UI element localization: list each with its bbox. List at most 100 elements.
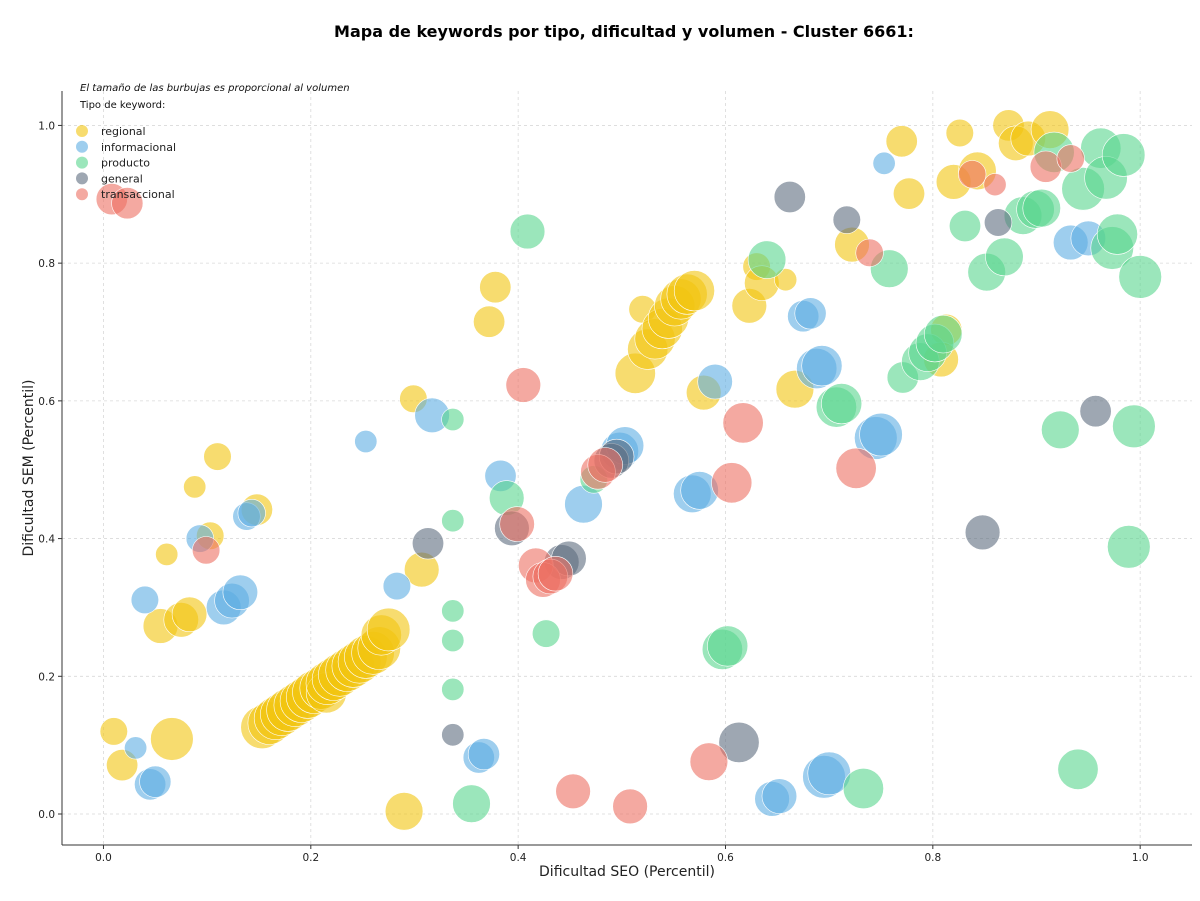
- bubble-transaccional: [1056, 144, 1085, 173]
- bubble-producto: [441, 628, 465, 652]
- bubble-producto: [1022, 188, 1061, 228]
- y-tick-label: 0.4: [38, 534, 55, 546]
- bubble-regional: [366, 607, 411, 652]
- bubble-informacional: [801, 345, 843, 387]
- bubble-regional: [673, 270, 715, 312]
- bubble-informacional: [761, 778, 798, 814]
- bubble-general: [964, 514, 1001, 551]
- bubble-informacional: [130, 585, 159, 615]
- bubble-regional: [384, 792, 424, 831]
- bubble-regional: [183, 475, 207, 499]
- bubble-producto: [985, 237, 1024, 277]
- bubble-informacional: [124, 736, 148, 760]
- bubble-producto: [1096, 213, 1138, 255]
- legend-marker: [76, 172, 88, 185]
- bubble-producto: [441, 599, 465, 623]
- bubble-informacional: [697, 363, 733, 400]
- y-tick-label: 0.0: [38, 809, 55, 821]
- x-tick-label: 0.8: [924, 852, 941, 864]
- bubble-transaccional: [958, 160, 987, 189]
- legend-label: producto: [101, 157, 150, 170]
- bubble-general: [983, 208, 1013, 237]
- bubble-informacional: [139, 765, 172, 798]
- bubble-regional: [155, 542, 179, 566]
- legend-title: Tipo de keyword:: [79, 100, 165, 111]
- bubble-producto: [821, 383, 863, 425]
- bubble-transaccional: [505, 367, 541, 403]
- bubble-producto: [1057, 748, 1099, 790]
- bubble-producto: [1101, 133, 1146, 177]
- bubble-transaccional: [499, 506, 535, 542]
- bubble-transaccional: [835, 447, 877, 489]
- bubble-producto: [452, 784, 491, 823]
- legend-marker: [76, 156, 88, 169]
- bubble-regional: [203, 442, 232, 471]
- bubble-transaccional: [689, 742, 729, 781]
- bubble-regional: [150, 717, 194, 761]
- bubble-regional: [479, 271, 512, 304]
- bubble-producto: [948, 210, 981, 243]
- bubble-size-note: El tamaño de las burbujas es proporciona…: [80, 83, 350, 94]
- bubble-regional: [885, 125, 918, 158]
- bubble-layer: [95, 109, 1162, 831]
- bubble-producto: [1112, 404, 1156, 448]
- legend-item-producto: producto: [76, 156, 150, 170]
- bubble-producto: [747, 240, 787, 279]
- legend-marker: [76, 125, 88, 137]
- x-tick-label: 0.0: [95, 852, 112, 864]
- legend-marker: [76, 140, 88, 153]
- bubble-transaccional: [983, 173, 1007, 197]
- bubble-informacional: [467, 738, 500, 771]
- x-tick-label: 0.4: [510, 852, 527, 864]
- x-tick-label: 0.6: [717, 852, 734, 864]
- bubble-regional: [945, 118, 974, 148]
- x-axis-ticks: 0.0 0.2 0.4 0.6 0.8 1.0: [95, 845, 1149, 864]
- bubble-transaccional: [711, 462, 753, 504]
- bubble-transaccional: [111, 187, 144, 220]
- bubble-transaccional: [587, 447, 623, 483]
- bubble-transaccional: [722, 402, 764, 444]
- bubble-producto: [1107, 525, 1151, 569]
- legend-item-transaccional: transaccional: [76, 188, 175, 201]
- bubble-informacional: [382, 571, 412, 601]
- bubble-regional: [171, 596, 208, 632]
- bubble-informacional: [872, 151, 896, 175]
- bubble-general: [718, 721, 760, 763]
- y-tick-label: 1.0: [38, 120, 55, 132]
- x-tick-label: 0.2: [302, 852, 319, 864]
- legend-item-general: general: [76, 172, 143, 185]
- y-axis-label: Dificultad SEM (Percentil): [21, 380, 37, 557]
- bubble-regional: [892, 177, 925, 210]
- legend-label: informacional: [101, 141, 176, 154]
- legend: regional informacional producto general tran…: [76, 125, 176, 201]
- bubble-transaccional: [1029, 150, 1062, 183]
- bubble-producto: [1118, 255, 1162, 299]
- bubble-informacional: [794, 297, 827, 330]
- bubble-producto: [509, 213, 546, 250]
- legend-label: regional: [101, 125, 146, 138]
- bubble-regional: [99, 717, 128, 746]
- bubble-transaccional: [192, 536, 221, 565]
- axes: [61, 91, 1192, 846]
- bubble-transaccional: [855, 238, 884, 267]
- bubble-producto: [1041, 410, 1080, 449]
- bubble-general: [832, 205, 861, 234]
- legend-label: general: [101, 172, 143, 185]
- chart-title: Mapa de keywords por tipo, dificultad y …: [334, 22, 914, 41]
- y-tick-label: 0.8: [38, 258, 55, 270]
- bubble-informacional: [237, 498, 266, 528]
- bubble-general: [411, 527, 444, 560]
- bubble-general: [773, 181, 806, 214]
- bubble-transaccional: [612, 788, 648, 825]
- bubble-transaccional: [555, 773, 591, 809]
- legend-item-regional: regional: [76, 125, 146, 138]
- bubble-informacional: [354, 429, 378, 453]
- y-axis-ticks: 0.0 0.2 0.4 0.6 0.8 1.0: [38, 120, 62, 821]
- bubble-producto: [923, 314, 963, 354]
- bubble-producto: [441, 407, 465, 431]
- bubble-general: [441, 723, 465, 747]
- bubble-producto: [707, 625, 749, 667]
- legend-marker: [76, 188, 88, 201]
- bubble-producto: [441, 509, 465, 533]
